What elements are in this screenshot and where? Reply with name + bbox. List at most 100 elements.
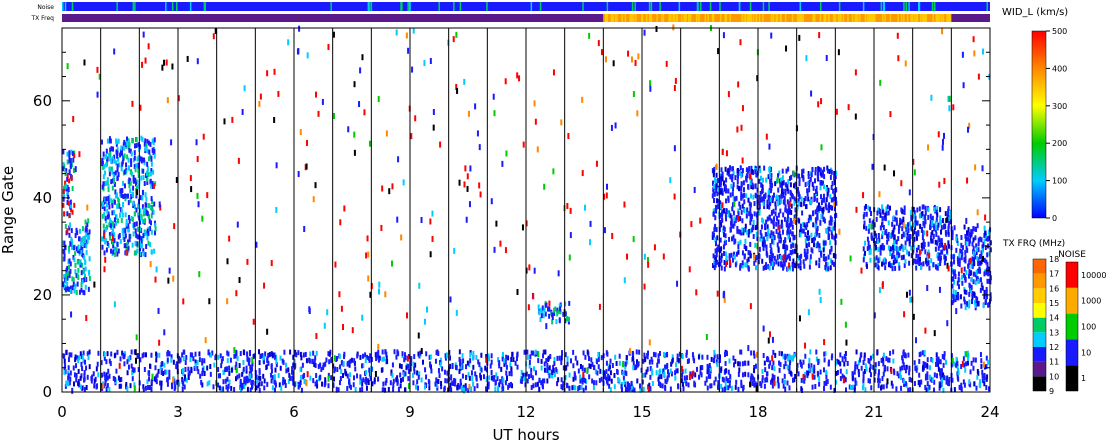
data-cell [116, 241, 119, 247]
data-cell [830, 246, 833, 252]
data-cell [948, 219, 951, 225]
data-cell [501, 351, 504, 357]
data-cell [779, 238, 782, 244]
data-cell [135, 232, 138, 238]
data-cell [538, 377, 541, 383]
data-cell [302, 374, 305, 380]
data-cell [964, 233, 967, 239]
data-cell [116, 167, 119, 173]
data-cell [793, 196, 796, 202]
data-cell [830, 216, 833, 222]
noise-speckle [330, 2, 332, 11]
data-cell [822, 169, 825, 175]
sparse-echo [237, 157, 240, 164]
data-cell [73, 372, 76, 378]
sparse-echo [649, 85, 652, 92]
sparse-echo [273, 68, 276, 75]
data-cell [256, 377, 259, 383]
data-cell [477, 359, 480, 365]
sparse-echo [154, 276, 157, 283]
data-cell [777, 187, 780, 193]
data-cell [320, 366, 323, 372]
data-cell [893, 257, 896, 263]
sparse-echo [528, 264, 531, 271]
data-cell [577, 368, 580, 374]
sparse-echo [965, 351, 968, 358]
sparse-echo [747, 345, 750, 352]
data-cell [782, 239, 785, 245]
data-cell [952, 289, 955, 295]
data-cell [788, 369, 791, 375]
txfreq-speckle [606, 14, 609, 22]
sparse-echo [749, 179, 752, 186]
data-cell [225, 384, 228, 390]
sparse-echo [147, 43, 150, 50]
data-cell [187, 372, 190, 378]
data-cell [448, 376, 451, 382]
data-cell [458, 384, 461, 390]
data-cell [105, 247, 108, 253]
data-cell [607, 366, 610, 372]
data-cell [887, 357, 890, 363]
data-cell [354, 366, 357, 372]
noise-speckle [908, 2, 910, 11]
data-cell [960, 255, 963, 261]
sparse-echo [612, 60, 615, 67]
data-cell [806, 188, 809, 194]
data-cell [716, 361, 719, 367]
data-cell [682, 386, 685, 392]
data-cell [706, 385, 709, 391]
data-cell [154, 365, 157, 371]
sparse-echo [113, 301, 116, 308]
data-cell [160, 385, 163, 391]
data-cell [863, 368, 866, 374]
data-cell [428, 385, 431, 391]
data-cell [251, 379, 254, 385]
data-cell [190, 368, 193, 374]
data-cell [731, 202, 734, 208]
data-cell [220, 363, 223, 369]
data-cell [437, 368, 440, 374]
data-cell [755, 231, 758, 237]
txfreq-speckle [610, 14, 613, 22]
data-cell [729, 174, 732, 180]
data-cell [762, 236, 765, 242]
data-cell [709, 383, 712, 389]
data-cell [742, 187, 745, 193]
sparse-echo [569, 232, 572, 239]
data-cell [891, 262, 894, 268]
data-cell [600, 355, 603, 361]
data-cell [116, 251, 119, 257]
data-cell [907, 228, 910, 234]
data-cell [571, 385, 574, 391]
data-cell [361, 381, 364, 387]
data-cell [920, 265, 923, 271]
data-cell [150, 249, 153, 255]
data-cell [759, 236, 762, 242]
data-cell [322, 365, 325, 371]
data-cell [913, 381, 916, 387]
data-cell [142, 387, 145, 393]
data-cell [562, 365, 565, 371]
data-cell [113, 209, 116, 215]
data-cell [968, 238, 971, 244]
data-cell [403, 357, 406, 363]
data-cell [382, 356, 385, 362]
data-cell [962, 272, 965, 278]
sparse-echo [335, 386, 338, 393]
sparse-echo [569, 207, 572, 214]
data-cell [789, 370, 792, 376]
data-cell [749, 214, 752, 220]
data-cell [144, 218, 147, 224]
data-cell [791, 355, 794, 361]
data-cell [823, 367, 826, 373]
data-cell [984, 290, 987, 296]
data-cell [498, 363, 501, 369]
data-cell [65, 168, 68, 174]
data-cell [312, 350, 315, 356]
data-cell [367, 379, 370, 385]
data-cell [916, 207, 919, 213]
data-cell [774, 352, 777, 358]
sparse-echo [835, 108, 838, 115]
sparse-echo [158, 201, 161, 208]
